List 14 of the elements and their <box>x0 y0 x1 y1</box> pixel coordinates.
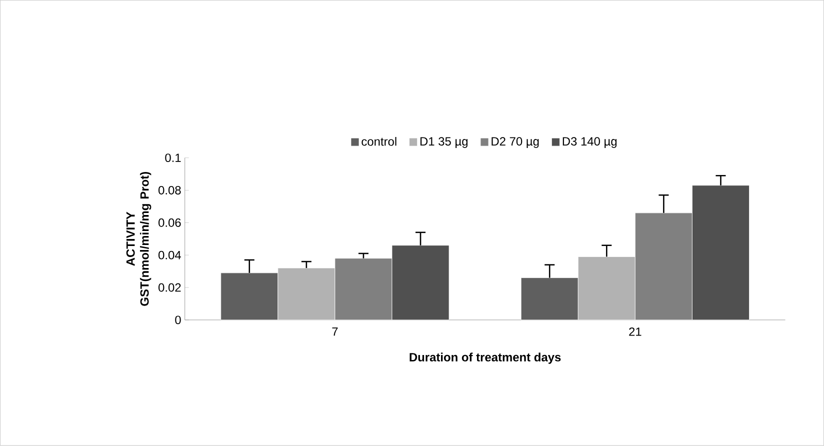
x-tick-label: 21 <box>629 328 642 336</box>
y-tick-label: 0.1 <box>165 154 181 162</box>
y-tick-label: 0 <box>175 316 181 324</box>
y-tick-label: 0.04 <box>158 250 181 260</box>
y-tick-label: 0.08 <box>158 186 181 195</box>
y-axis-title: ACTIVITY GST(nmol/min/mg Prot) <box>126 172 152 306</box>
legend-label: control <box>362 137 396 146</box>
y-tick-label: 0.02 <box>158 283 181 292</box>
legend-label: D2 70 µg <box>492 137 539 148</box>
x-tick-label: 7 <box>332 328 338 336</box>
legend-label: D3 140 µg <box>562 137 617 148</box>
x-axis-title: Duration of treatment days <box>410 352 561 364</box>
y-tick-label: 0.06 <box>158 218 181 228</box>
legend-label: D1 35 µg <box>420 137 468 148</box>
